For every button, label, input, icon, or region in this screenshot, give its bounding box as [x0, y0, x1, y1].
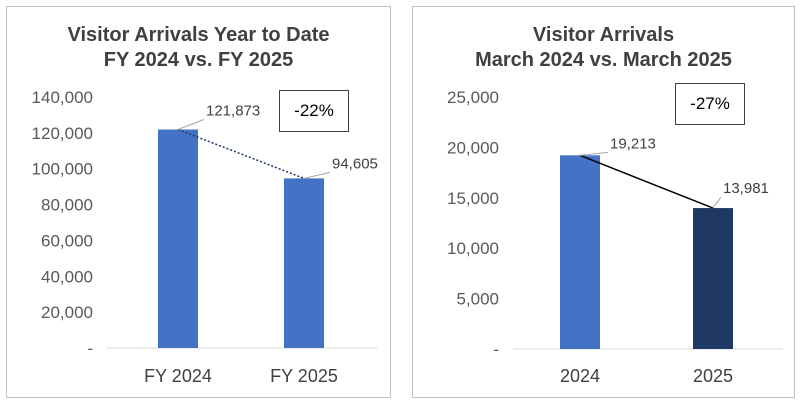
- trend-connector-line: [579, 154, 714, 209]
- x-tick-label: FY 2024: [144, 366, 212, 386]
- bar-chart-march: - 5,000 10,000 15,000 20,000 25,000 19,213 13,9…: [447, 88, 783, 386]
- data-label-leader: [303, 171, 331, 179]
- percent-change-label: -27%: [690, 94, 730, 113]
- y-tick-label: 40,000: [41, 267, 93, 286]
- y-tick-label: 120,000: [32, 124, 93, 143]
- y-tick-label: 5,000: [456, 290, 499, 309]
- percent-change-box: -22%: [279, 90, 349, 132]
- percent-change-box: -27%: [675, 83, 745, 125]
- bar: [284, 178, 324, 348]
- chart-title-line-2: March 2024 vs. March 2025: [475, 49, 732, 71]
- data-label-leader: [177, 119, 205, 130]
- chart-panel-march: Visitor Arrivals March 2024 vs. March 20…: [412, 6, 795, 398]
- trend-connector-line: [177, 128, 305, 180]
- chart-panel-ytd: Visitor Arrivals Year to Date FY 2024 vs…: [6, 6, 391, 398]
- bar-chart-ytd: - 20,000 40,000 60,000 80,000 100,000 120,000 1…: [32, 88, 378, 386]
- x-tick-label: 2025: [693, 366, 733, 386]
- data-label: 19,213: [610, 135, 656, 152]
- y-tick-label: 10,000: [447, 239, 499, 258]
- y-tick-label: -: [87, 339, 93, 358]
- data-label-leader: [579, 151, 609, 156]
- chart-title: Visitor Arrivals Year to Date FY 2024 vs…: [7, 23, 390, 73]
- y-tick-label: 80,000: [41, 196, 93, 215]
- y-tick-label: 20,000: [41, 303, 93, 322]
- y-tick-label: 140,000: [32, 88, 93, 107]
- data-label: 13,981: [723, 180, 769, 197]
- data-label: 94,605: [332, 155, 378, 172]
- bar: [158, 129, 198, 348]
- percent-change-label: -22%: [294, 101, 334, 120]
- chart-title: Visitor Arrivals March 2024 vs. March 20…: [413, 23, 794, 73]
- data-label: 121,873: [206, 102, 260, 119]
- data-label-leader: [712, 196, 722, 209]
- y-tick-label: 60,000: [41, 231, 93, 250]
- chart-title-line-1: Visitor Arrivals: [532, 24, 675, 46]
- bar: [693, 208, 733, 349]
- y-tick-label: 20,000: [447, 138, 499, 157]
- chart-title-line-2: FY 2024 vs. FY 2025: [103, 49, 294, 71]
- bar: [560, 155, 600, 349]
- chart-title-line-1: Visitor Arrivals Year to Date: [67, 24, 330, 46]
- y-tick-label: 15,000: [447, 189, 499, 208]
- y-tick-label: 100,000: [32, 160, 93, 179]
- y-tick-label: 25,000: [447, 88, 499, 107]
- x-tick-label: 2024: [560, 366, 600, 386]
- x-tick-label: FY 2025: [270, 366, 338, 386]
- y-tick-label: -: [493, 340, 499, 359]
